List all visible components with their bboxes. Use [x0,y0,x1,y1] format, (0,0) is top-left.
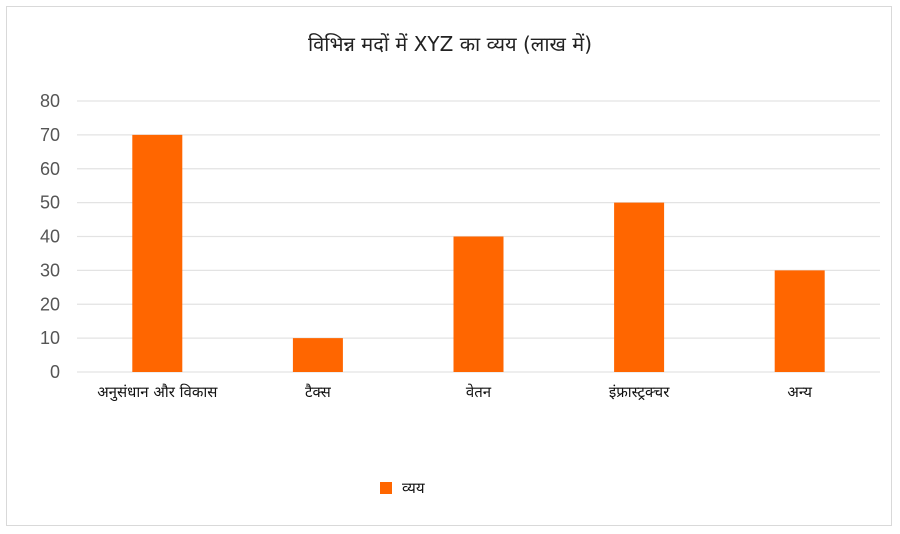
category-label: अनुसंधान और विकास [97,383,218,402]
category-label: इंफ्रास्ट्रक्चर [609,383,670,401]
y-tick-label: 10 [40,328,60,348]
category-labels: अनुसंधान और विकास टैक्स वेतन इंफ्रास्ट्रक्च… [97,383,812,402]
y-tick-label: 40 [40,227,60,247]
legend: व्यय [380,478,425,498]
y-tick-label: 20 [40,294,60,314]
y-tick-label: 70 [40,125,60,145]
category-label: टैक्स [305,383,332,401]
bar [292,338,343,372]
y-tick-label: 0 [50,362,60,382]
bars [132,134,825,372]
y-tick-label: 60 [40,159,60,179]
bar [453,236,504,372]
y-tick-label: 30 [40,260,60,280]
category-label: अन्य [787,383,812,401]
legend-label: व्यय [402,479,425,497]
legend-swatch [380,482,392,494]
chart-title: विभिन्न मदों में XYZ का व्यय (लाख में) [307,32,593,56]
bar [614,202,665,372]
category-label: वेतन [466,383,492,401]
bar [774,270,825,372]
y-axis-ticks: 0 10 20 30 40 50 60 70 80 [40,91,60,382]
bar [132,134,183,372]
y-tick-label: 80 [40,91,60,111]
y-tick-label: 50 [40,193,60,213]
